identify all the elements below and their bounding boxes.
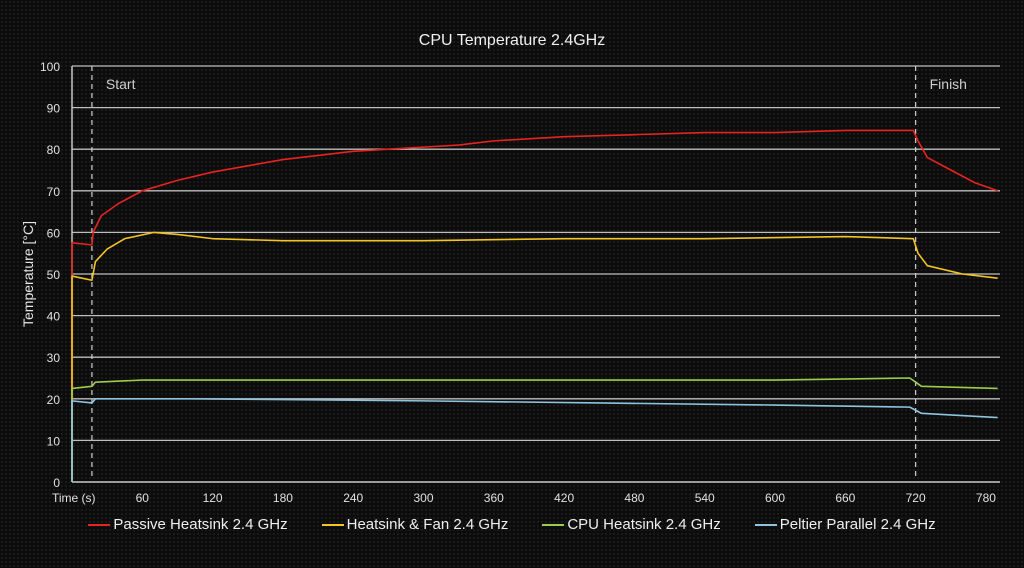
x-tick-label: 60	[136, 491, 150, 505]
y-tick-label: 70	[47, 185, 61, 199]
legend-item: CPU Heatsink 2.4 GHz	[542, 516, 721, 533]
legend-item: Heatsink & Fan 2.4 GHz	[321, 516, 509, 533]
legend: Passive Heatsink 2.4 GHz Heatsink & Fan 2…	[0, 516, 1024, 533]
y-tick-label: 0	[53, 476, 60, 490]
x-tick-label: 300	[413, 491, 433, 505]
x-tick-label: 120	[203, 491, 223, 505]
y-tick-label: 90	[47, 102, 61, 116]
legend-label: Peltier Parallel 2.4 GHz	[779, 516, 936, 533]
y-tick-label: 40	[47, 310, 61, 324]
legend-item: Passive Heatsink 2.4 GHz	[88, 516, 288, 533]
legend-swatch	[88, 523, 111, 526]
x-tick-label: 420	[554, 491, 574, 505]
x-tick-label: 660	[835, 491, 855, 505]
y-axis-label: Temperature [°C]	[20, 221, 36, 327]
legend-swatch	[754, 523, 777, 526]
x-tick-label: 720	[906, 491, 926, 505]
x-tick-label: 480	[624, 491, 644, 505]
y-tick-label: 100	[40, 60, 60, 74]
x-axis-label: Time (s)	[52, 491, 96, 505]
series-line	[71, 231, 998, 482]
legend-swatch	[542, 523, 565, 526]
x-tick-label: 360	[484, 491, 504, 505]
y-tick-label: 80	[47, 143, 61, 157]
legend-label: CPU Heatsink 2.4 GHz	[567, 516, 721, 533]
y-tick-label: 50	[47, 268, 61, 282]
series-line	[71, 397, 998, 482]
legend-swatch	[321, 523, 344, 526]
x-tick-label: 780	[976, 491, 996, 505]
x-tick-label: 600	[765, 491, 785, 505]
series-line	[71, 377, 998, 482]
legend-label: Heatsink & Fan 2.4 GHz	[346, 516, 509, 533]
x-tick-label: 180	[273, 491, 293, 505]
y-tick-label: 20	[47, 393, 61, 407]
y-tick-label: 30	[47, 351, 61, 365]
annotation-label: Start	[106, 76, 136, 92]
x-tick-label: 540	[695, 491, 715, 505]
annotation-label: Finish	[930, 76, 967, 92]
series-line	[71, 129, 998, 482]
legend-label: Passive Heatsink 2.4 GHz	[113, 516, 288, 533]
x-tick-label: 240	[343, 491, 363, 505]
legend-item: Peltier Parallel 2.4 GHz	[754, 516, 936, 533]
y-tick-label: 60	[47, 226, 61, 240]
y-tick-label: 10	[47, 434, 61, 448]
chart-title: CPU Temperature 2.4GHz	[418, 32, 606, 49]
